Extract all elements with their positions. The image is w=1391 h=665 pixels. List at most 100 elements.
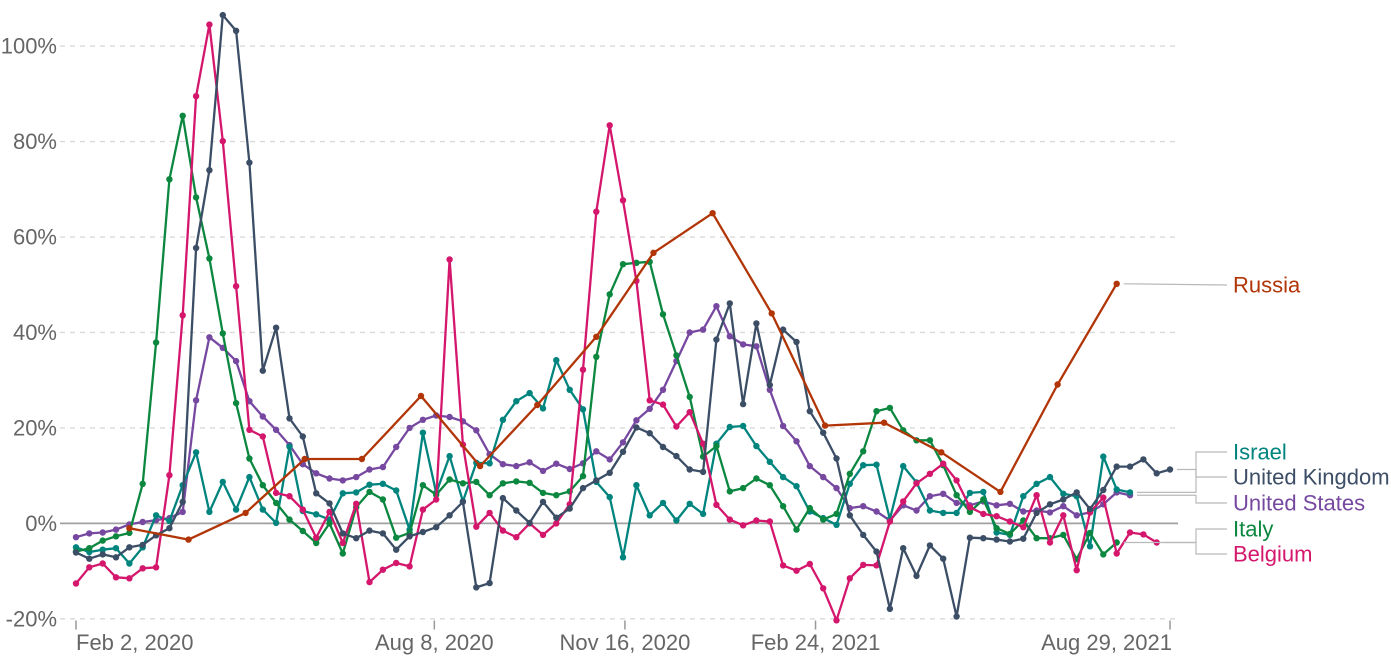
data-point-united-states <box>646 405 653 412</box>
data-point-belgium <box>259 433 266 440</box>
data-point-italy <box>126 529 133 537</box>
data-point-united-states <box>659 386 667 393</box>
data-point-israel <box>900 462 907 470</box>
data-point-russia <box>242 509 249 517</box>
data-point-italy <box>1006 530 1014 538</box>
data-point-italy <box>606 291 613 298</box>
data-point-italy <box>1100 551 1107 558</box>
data-point-united-kingdom <box>1126 463 1134 470</box>
data-point-united-kingdom <box>606 469 613 476</box>
data-point-united-kingdom <box>1046 501 1054 508</box>
data-point-united-states <box>139 518 146 526</box>
data-point-russia <box>997 488 1004 496</box>
data-point-belgium <box>1073 567 1080 574</box>
data-point-belgium <box>379 566 387 573</box>
data-point-belgium <box>806 560 813 568</box>
data-point-belgium <box>953 477 960 484</box>
data-point-united-kingdom <box>513 507 520 514</box>
data-point-united-kingdom <box>1100 486 1107 494</box>
data-point-united-states <box>406 424 413 432</box>
data-point-united-states <box>953 499 960 507</box>
data-point-united-kingdom <box>766 381 773 389</box>
data-point-russia <box>880 419 888 426</box>
data-point-belgium <box>766 518 773 525</box>
data-point-united-states <box>1073 512 1080 519</box>
data-point-united-states <box>513 462 520 470</box>
x-tick-label: Nov 16, 2020 <box>559 630 690 655</box>
series-russia[interactable] <box>126 210 1120 543</box>
data-point-united-kingdom <box>673 452 680 460</box>
data-point-united-kingdom <box>966 534 974 541</box>
data-point-united-states <box>393 443 400 451</box>
data-point-belgium <box>820 585 827 592</box>
data-point-united-kingdom <box>299 433 306 440</box>
data-point-israel <box>246 473 253 481</box>
series-united-states[interactable] <box>72 303 1134 541</box>
series-united-kingdom[interactable] <box>72 11 1174 620</box>
data-point-belgium <box>900 498 907 505</box>
data-point-italy <box>166 176 173 183</box>
data-point-israel <box>539 405 547 412</box>
data-point-united-states <box>86 530 93 537</box>
data-point-israel <box>699 510 707 518</box>
data-point-united-kingdom <box>820 429 827 436</box>
data-point-italy <box>499 480 507 487</box>
data-point-israel <box>966 489 974 497</box>
data-point-israel <box>566 386 573 393</box>
data-point-united-kingdom <box>753 320 760 327</box>
data-point-united-kingdom <box>499 494 507 502</box>
legend-label-united-states[interactable]: United States <box>1233 491 1365 516</box>
data-point-united-states <box>806 462 813 470</box>
data-point-united-kingdom <box>246 159 253 166</box>
data-point-italy <box>313 539 320 547</box>
data-point-united-states <box>793 438 800 445</box>
data-point-belgium <box>166 472 173 479</box>
data-point-belgium <box>913 480 920 487</box>
data-point-italy <box>980 496 987 503</box>
data-point-united-kingdom <box>86 555 93 562</box>
data-point-united-kingdom <box>900 545 907 552</box>
data-point-united-states <box>366 466 373 473</box>
data-point-belgium <box>993 513 1000 520</box>
data-point-israel <box>192 449 200 456</box>
data-point-belgium <box>1033 492 1040 499</box>
legend-label-belgium[interactable]: Belgium <box>1233 542 1312 567</box>
data-point-belgium <box>1126 529 1134 536</box>
data-point-israel <box>112 545 120 552</box>
data-point-belgium <box>659 401 667 408</box>
legend-label-italy[interactable]: Italy <box>1233 517 1273 542</box>
data-point-united-kingdom <box>473 584 480 591</box>
data-point-israel <box>659 499 667 507</box>
data-point-united-kingdom <box>206 167 213 174</box>
data-point-israel <box>126 560 133 567</box>
data-point-belgium <box>1006 518 1014 525</box>
legend-label-israel[interactable]: Israel <box>1233 440 1287 465</box>
data-point-italy <box>326 520 333 527</box>
data-point-belgium <box>86 564 93 571</box>
data-point-italy <box>299 527 306 535</box>
data-point-israel <box>860 462 867 469</box>
data-point-united-kingdom <box>913 572 920 580</box>
data-point-belgium <box>1020 524 1027 531</box>
data-point-united-states <box>753 343 760 350</box>
legend-label-united-kingdom[interactable]: United Kingdom <box>1233 465 1390 490</box>
data-point-russia <box>1054 381 1061 388</box>
data-point-israel <box>339 490 346 497</box>
data-point-united-kingdom <box>1073 489 1080 496</box>
data-point-belgium <box>886 518 894 525</box>
data-point-israel <box>1086 543 1094 550</box>
series-belgium[interactable] <box>72 21 1160 624</box>
data-point-israel <box>633 482 640 489</box>
data-point-united-kingdom <box>1166 466 1174 473</box>
data-point-belgium <box>299 506 306 513</box>
data-point-italy <box>593 353 600 360</box>
data-point-italy <box>966 508 974 516</box>
data-point-italy <box>192 194 200 201</box>
data-point-united-states <box>593 448 600 455</box>
series-israel[interactable] <box>72 357 1134 567</box>
data-point-united-kingdom <box>72 549 80 556</box>
x-tick-label: Aug 8, 2020 <box>375 630 494 655</box>
legend-label-russia[interactable]: Russia <box>1233 273 1301 298</box>
data-point-israel <box>953 509 960 517</box>
data-point-united-states <box>473 427 480 434</box>
